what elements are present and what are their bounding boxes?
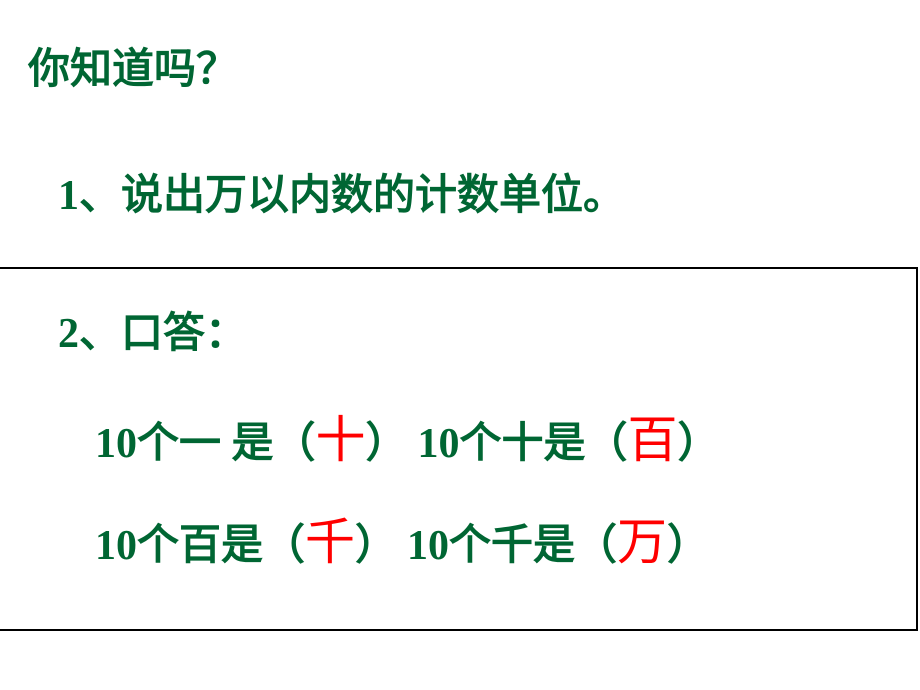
answer-blank: 千: [305, 502, 355, 574]
question-2-rows: 10个一 是（ 十 ） 10个十是（ 百 ） 10个百是（ 千 ） 10个千是（…: [0, 400, 916, 574]
prompt-text: 10个百是（: [95, 511, 305, 572]
slide: 你知道吗？ 1、说出万以内数的计数单位。 2、口答： 10个一 是（ 十 ） 1…: [0, 0, 920, 690]
prompt-text: 10个千是（: [407, 511, 617, 572]
prompt-text: ）: [678, 409, 720, 470]
prompt-text: 10个十是（: [418, 409, 628, 470]
question-2-heading: 2、口答：: [0, 299, 916, 360]
fill-blank-row: 10个一 是（ 十 ） 10个十是（ 百 ）: [95, 400, 916, 472]
question-1: 1、说出万以内数的计数单位。: [0, 161, 920, 222]
answer-blank: 十: [316, 400, 366, 472]
question-2-box: 2、口答： 10个一 是（ 十 ） 10个十是（ 百 ） 10个百是（ 千 ） …: [0, 267, 918, 631]
prompt-text: 10个一 是（: [95, 409, 316, 470]
prompt-text: ）: [366, 409, 408, 470]
prompt-text: ）: [355, 511, 397, 572]
fill-blank-row: 10个百是（ 千 ） 10个千是（ 万 ）: [95, 502, 916, 574]
prompt-text: ）: [667, 511, 709, 572]
answer-blank: 百: [628, 400, 678, 472]
answer-blank: 万: [617, 502, 667, 574]
page-title: 你知道吗？: [0, 35, 920, 96]
